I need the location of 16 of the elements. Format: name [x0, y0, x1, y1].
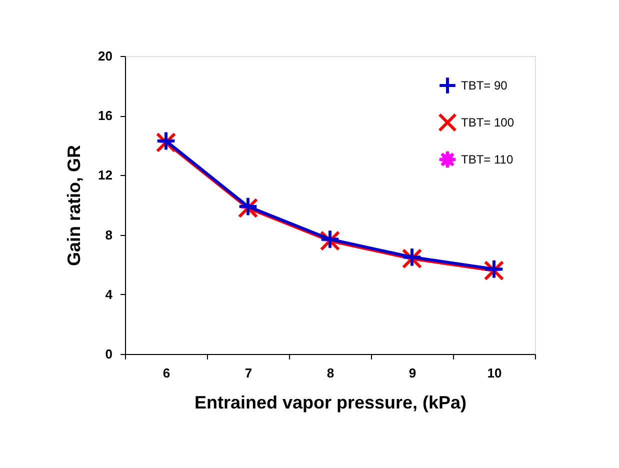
y-tick-label: 16	[98, 108, 112, 124]
y-tick-label: 0	[105, 346, 112, 362]
y-axis-title: Gain ratio, GR	[64, 144, 84, 266]
legend-label: TBT= 90	[461, 78, 508, 92]
x-tick-label: 6	[162, 366, 170, 380]
x-tick-label: 9	[408, 366, 416, 380]
x-axis-title: Entrained vapor pressure, (kPa)	[194, 392, 467, 412]
x-tick-label: 7	[244, 366, 252, 380]
y-tick-label: 12	[98, 168, 112, 183]
y-tick-label: 20	[98, 48, 112, 64]
legend-label: TBT= 110	[461, 152, 514, 166]
y-tick-label: 4	[105, 286, 114, 302]
x-tick-label: 8	[326, 366, 334, 380]
x-tick-label: 10	[487, 366, 502, 380]
legend-label: TBT= 100	[461, 116, 514, 130]
y-tick-label: 8	[105, 227, 112, 242]
